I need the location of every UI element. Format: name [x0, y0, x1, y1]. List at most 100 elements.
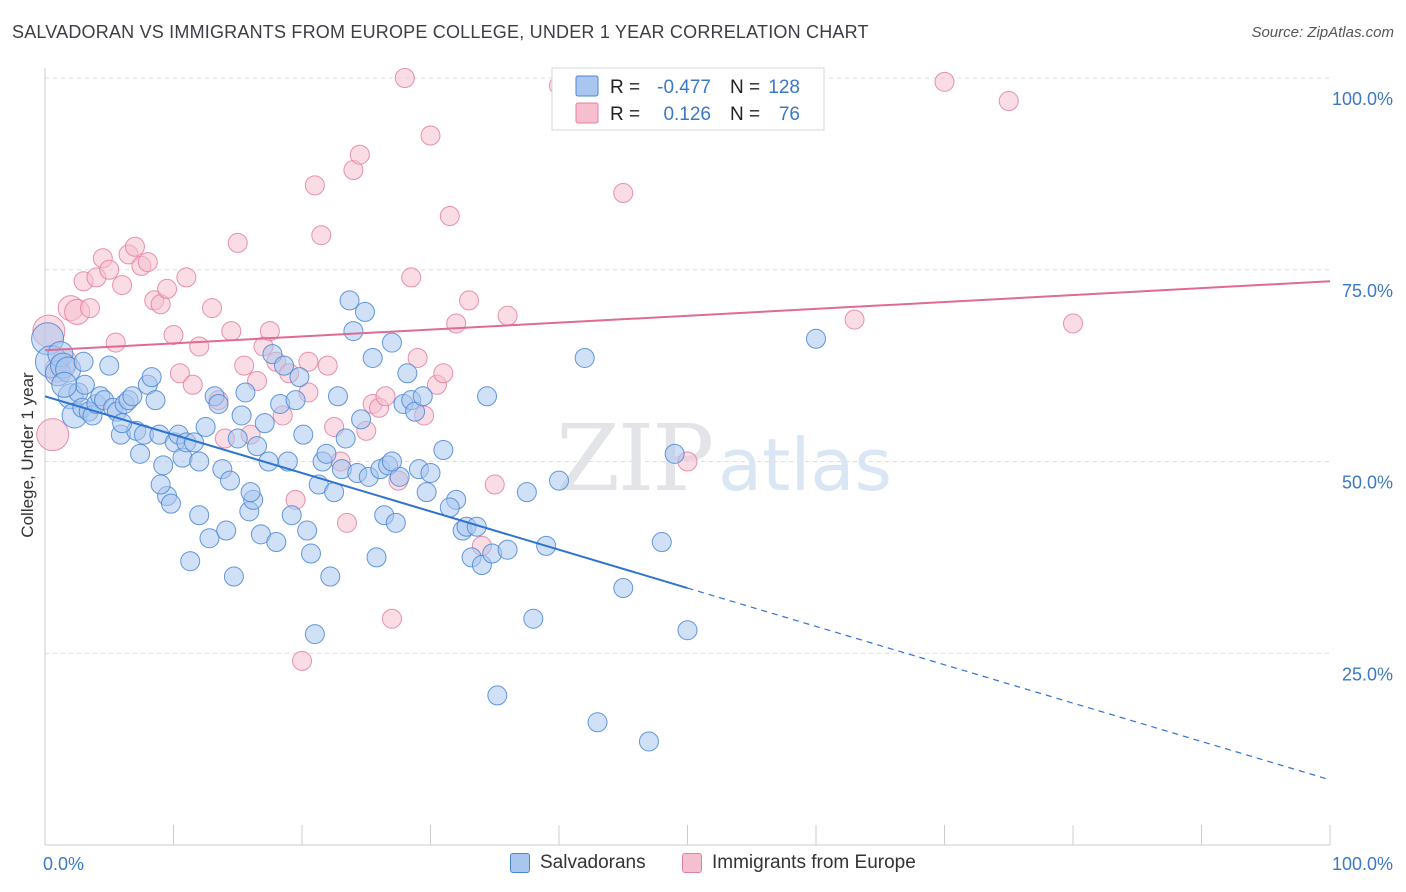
europe-point-24 [189, 336, 210, 357]
salvadorans-point-32 [160, 493, 181, 514]
europe-point-19 [157, 278, 178, 299]
europe-point-48 [349, 144, 370, 165]
europe-point-46 [336, 512, 357, 533]
salvadorans-point-117 [638, 731, 659, 752]
salvadorans-point-67 [300, 543, 321, 564]
europe-point-62 [439, 206, 460, 227]
europe-point-53 [381, 608, 402, 629]
legend-r-value-1: -0.477 [657, 77, 711, 98]
europe-point-23 [182, 374, 203, 395]
europe-point-74 [1063, 313, 1083, 334]
salvadorans-point-99 [433, 439, 454, 460]
europe-point-73 [998, 91, 1019, 112]
trend-lines [44, 280, 1331, 781]
salvadorans-point-76 [335, 428, 356, 449]
europe-point-1 [36, 418, 70, 452]
legend-label-salvadorans: Salvadorans [540, 852, 646, 873]
tick-labels: 25.0% 50.0% 75.0% 100.0% 0.0% 100.0% [43, 89, 1393, 874]
europe-point-63 [446, 313, 467, 334]
salvadorans-point-68 [304, 624, 325, 645]
europe-point-11 [105, 332, 126, 353]
salvadorans-point-125 [150, 474, 171, 495]
salvadorans-point-120 [677, 620, 698, 641]
europe-point-28 [221, 321, 242, 342]
europe-point-30 [234, 355, 255, 376]
legend-n-value-1: 128 [768, 77, 800, 98]
salvadorans-point-62 [281, 505, 302, 526]
salvadorans-point-88 [381, 332, 402, 353]
salvadorans-point-77 [339, 290, 360, 311]
salvadorans-point-48 [227, 428, 248, 449]
salvadorans-point-83 [362, 347, 383, 368]
europe-point-20 [163, 324, 184, 345]
legend-swatch-salvadorans [575, 75, 599, 97]
salvadorans-point-115 [587, 712, 608, 733]
salvadorans-point-97 [416, 482, 437, 503]
axes [44, 68, 1331, 846]
europe-point-71 [844, 309, 865, 330]
salvadorans-point-81 [354, 301, 375, 322]
europe-point-59 [420, 125, 441, 146]
salvadorans-point-41 [199, 528, 220, 549]
salvadorans-point-28 [145, 390, 166, 411]
salvadorans-point-108 [487, 685, 508, 706]
salvadorans-point-58 [266, 532, 287, 553]
europe-point-7 [79, 298, 100, 319]
legend-r-label-2: R = [610, 104, 640, 125]
salvadorans-point-80 [351, 409, 372, 430]
chart-title: SALVADORAN VS IMMIGRANTS FROM EUROPE COL… [12, 22, 869, 42]
europe-point-64 [459, 290, 480, 311]
europe-point-57 [407, 347, 428, 368]
europe-point-34 [259, 321, 280, 342]
salvadorans-point-78 [343, 321, 364, 342]
series-salvadorans-points [31, 290, 826, 752]
salvadorans-point-37 [180, 551, 201, 572]
salvadorans-point-113 [549, 470, 569, 491]
y-tick-label-3: 100.0% [1332, 89, 1393, 109]
europe-point-61 [433, 363, 454, 384]
europe-point-72 [934, 71, 955, 92]
y-tick-label-1: 50.0% [1342, 473, 1393, 493]
salvadorans-point-114 [574, 347, 595, 368]
salvadorans-point-50 [235, 382, 256, 403]
europe-point-52 [375, 386, 396, 407]
salvadorans-point-111 [523, 608, 544, 629]
y-axis-label: College, Under 1 year [18, 372, 37, 538]
legend-n-label-2: N = [730, 104, 760, 125]
salvadorans-point-109 [497, 539, 518, 560]
europe-point-43 [317, 355, 338, 376]
salvadorans-point-104 [466, 516, 487, 537]
legend-bottom: Salvadorans Immigrants from Europe [0, 852, 1406, 878]
salvadorans-point-65 [293, 424, 314, 445]
europe-point-69 [613, 183, 634, 204]
salvadorans-point-39 [189, 505, 210, 526]
salvadorans-point-27 [141, 367, 162, 388]
salvadorans-point-49 [231, 405, 252, 426]
europe-point-42 [311, 225, 332, 246]
salvadorans-point-128 [381, 451, 402, 472]
legend-item-europe: Immigrants from Europe [682, 852, 916, 874]
salvadorans-point-122 [51, 371, 78, 398]
europe-point-12 [112, 275, 133, 296]
europe-point-16 [137, 252, 158, 273]
salvadorans-point-61 [277, 451, 298, 472]
salvadorans-point-55 [254, 413, 275, 434]
salvadorans-point-38 [184, 432, 205, 453]
salvadorans-point-116 [613, 578, 634, 599]
salvadorans-point-60 [274, 355, 295, 376]
europe-point-29 [227, 232, 248, 253]
europe-point-25 [202, 298, 223, 319]
salvadorans-point-22 [122, 386, 143, 407]
salvadorans-point-84 [366, 547, 387, 568]
salvadorans-point-47 [223, 566, 244, 587]
legend-swatch-blue [510, 853, 530, 873]
legend-top: R = -0.477 N = 128 R = 0.126 N = 76 [551, 67, 825, 131]
watermark: ZIP atlas [556, 405, 892, 512]
salvadorans-point-53 [247, 436, 268, 457]
source-credit: Source: ZipAtlas.com [1251, 24, 1394, 41]
salvadorans-point-16 [99, 355, 120, 376]
legend-n-value-2: 76 [779, 104, 800, 125]
salvadorans-point-72 [320, 566, 341, 587]
salvadorans-point-96 [412, 386, 433, 407]
salvadorans-point-89 [385, 512, 406, 533]
